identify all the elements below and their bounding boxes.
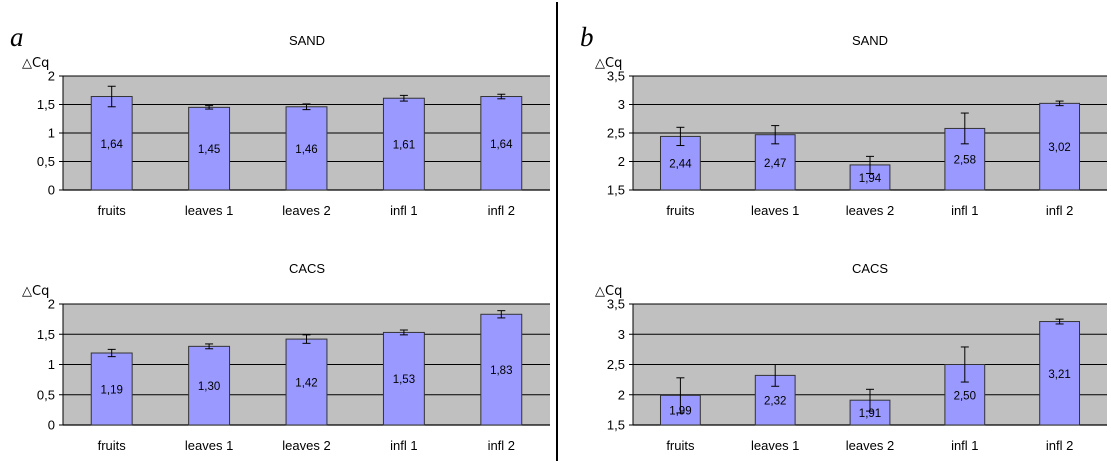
x-category-label: infl 1 <box>390 438 417 453</box>
data-label: 2,58 <box>954 155 976 167</box>
data-label: 2,47 <box>764 158 786 170</box>
y-tick-label: 0,5 <box>37 387 55 402</box>
y-tick-label: 1 <box>48 126 55 141</box>
data-label: 1,30 <box>198 381 220 393</box>
x-category-label: leaves 2 <box>846 438 894 453</box>
y-tick-label: 0 <box>48 183 55 198</box>
data-label: 1,46 <box>295 144 317 156</box>
y-tick-label: 1,5 <box>37 97 55 112</box>
chart-title: CACS <box>852 261 888 276</box>
y-tick-label: 3,5 <box>607 69 625 84</box>
x-category-label: infl 2 <box>488 438 515 453</box>
x-category-label: infl 1 <box>951 203 978 218</box>
data-label: 1,64 <box>490 139 513 151</box>
data-label: 1,19 <box>101 385 123 397</box>
y-axis-title: △Cq <box>22 284 49 299</box>
x-category-label: fruits <box>666 203 695 218</box>
data-label: 1,91 <box>859 408 881 420</box>
data-label: 2,44 <box>669 159 692 171</box>
x-category-label: leaves 1 <box>751 203 799 218</box>
bar <box>480 96 523 191</box>
bar <box>285 106 328 191</box>
y-axis-title: △Cq <box>595 284 622 299</box>
y-tick-label: 2 <box>618 154 625 169</box>
y-tick-label: 3 <box>618 97 625 112</box>
x-category-label: fruits <box>98 203 127 218</box>
chart-title: SAND <box>852 33 888 48</box>
bar <box>188 106 231 191</box>
y-axis-title: △Cq <box>595 56 622 71</box>
y-tick-label: 1,5 <box>607 418 625 433</box>
y-tick-label: 1,5 <box>607 183 625 198</box>
y-tick-label: 2 <box>618 387 625 402</box>
data-label: 1,61 <box>393 140 415 152</box>
x-category-label: infl 2 <box>1046 438 1073 453</box>
chart-a-cacs: 0 0,5 1 1,5 2 CACS △Cq 1,19 fruits 1,30 leaves 1 1,… <box>22 261 550 453</box>
x-category-label: leaves 2 <box>282 438 330 453</box>
data-label: 1,64 <box>101 139 124 151</box>
bar <box>90 352 133 426</box>
y-tick-label: 3 <box>618 327 625 342</box>
x-category-label: infl 1 <box>951 438 978 453</box>
panel-letter-a: a <box>10 22 24 52</box>
x-category-label: infl 1 <box>390 203 417 218</box>
y-tick-label: 3,5 <box>607 297 625 312</box>
x-category-label: fruits <box>98 438 127 453</box>
data-label: 1,94 <box>859 173 882 185</box>
chart-b-cacs: 1,5 2 2,5 3 3,5 CACS △Cq 1,99 fruits 2,32 leaves 1… <box>595 261 1107 453</box>
y-tick-label: 2 <box>48 69 55 84</box>
y-tick-label: 2 <box>48 297 55 312</box>
chart-b-sand: 1,5 2 2,5 3 3,5 SAND △Cq 2,44 fruits 2,47 leaves 1… <box>595 33 1107 218</box>
y-tick-label: 2,5 <box>607 126 625 141</box>
x-category-label: leaves 1 <box>185 438 233 453</box>
data-label: 1,53 <box>393 374 415 386</box>
x-category-label: fruits <box>666 438 695 453</box>
chart-a-sand: 0 0,5 1 1,5 2 SAND △Cq 1,64 fruits 1,45 leaves 1 1,… <box>22 33 550 218</box>
data-label: 2,50 <box>954 390 976 402</box>
data-label: 3,21 <box>1048 369 1070 381</box>
x-category-label: leaves 2 <box>282 203 330 218</box>
chart-title: CACS <box>289 261 325 276</box>
data-label: 2,32 <box>764 396 786 408</box>
bar <box>285 338 328 426</box>
data-label: 3,02 <box>1048 142 1070 154</box>
data-label: 1,83 <box>490 365 512 377</box>
y-tick-label: 2,5 <box>607 357 625 372</box>
x-category-label: leaves 2 <box>846 203 894 218</box>
y-axis-title: △Cq <box>22 56 49 71</box>
bar <box>1039 102 1081 191</box>
bar <box>1039 321 1081 426</box>
data-label: 1,45 <box>198 144 220 156</box>
data-label: 1,42 <box>295 378 317 390</box>
y-tick-label: 1,5 <box>37 327 55 342</box>
bar <box>188 345 231 426</box>
chart-title: SAND <box>289 33 325 48</box>
y-tick-label: 0,5 <box>37 154 55 169</box>
y-tick-label: 1 <box>48 357 55 372</box>
x-category-label: infl 2 <box>488 203 515 218</box>
x-category-label: leaves 1 <box>185 203 233 218</box>
y-tick-label: 0 <box>48 418 55 433</box>
bar <box>382 97 425 191</box>
x-category-label: leaves 1 <box>751 438 799 453</box>
data-label: 1,99 <box>669 406 691 418</box>
bar <box>480 313 523 426</box>
x-category-label: infl 2 <box>1046 203 1073 218</box>
panel-letter-b: b <box>580 22 594 52</box>
bar <box>382 331 425 426</box>
